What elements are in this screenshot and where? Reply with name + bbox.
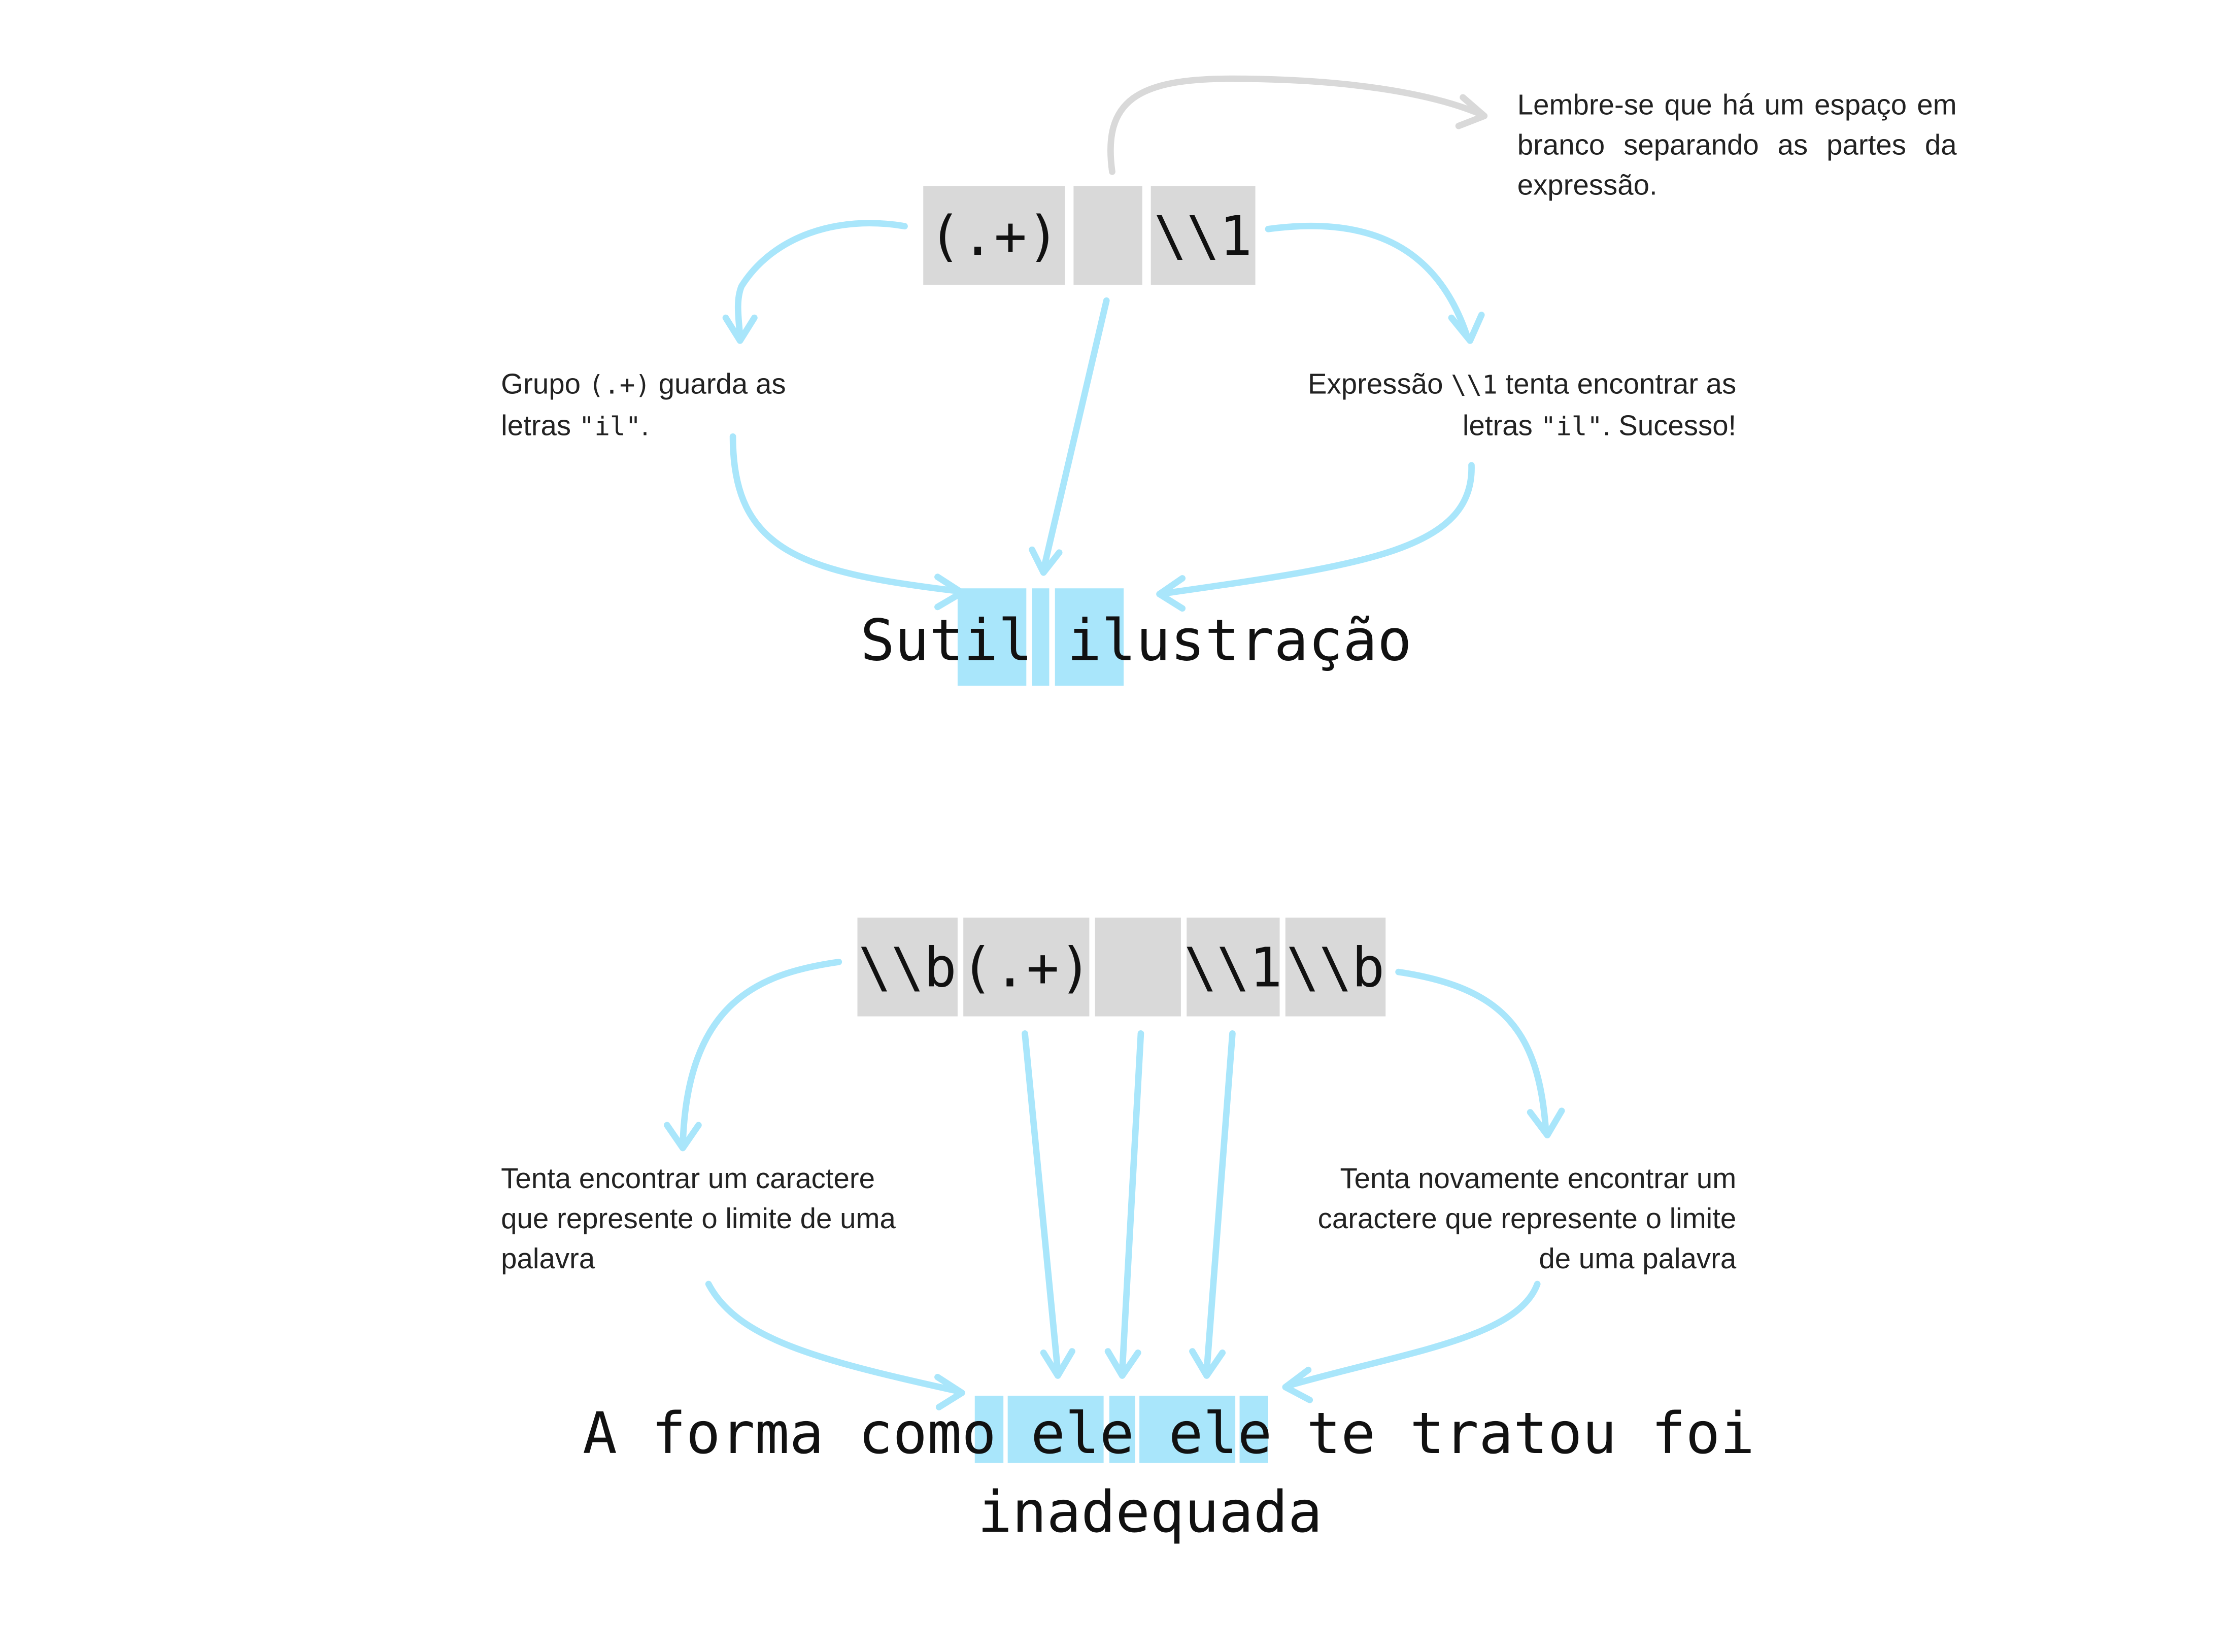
highlight-space-match — [1109, 1395, 1135, 1463]
arrow-group-note-to-sentence — [729, 433, 965, 611]
arrow-backref-to-sentence — [1189, 1030, 1236, 1379]
backref-note: Expressão \\1 tenta encontrar as letras … — [1288, 365, 1736, 448]
regex-boundary-box: \\b — [1285, 917, 1386, 1017]
boundary-note-right: Tenta novamente encontrar um caractere q… — [1317, 1164, 1737, 1276]
arrow-space-to-sentence — [1104, 1030, 1144, 1379]
arrow-space-to-sentence — [1029, 297, 1110, 576]
backref-note-text: . Sucesso! — [1602, 411, 1737, 443]
regex-backref-box: \\1 — [1151, 186, 1256, 285]
arrow-note-left-to-sentence — [705, 1280, 965, 1410]
regex-space-box — [1073, 186, 1142, 285]
example-sentence-bottom-line1: A forma como ele ele te tratou foi — [582, 1401, 1755, 1468]
example-sentence-top: Sutil ilustração — [860, 608, 1412, 675]
group-note-text: Grupo — [501, 369, 589, 401]
regex-group-box: (.+) — [961, 917, 1092, 1017]
group-note-code: "il" — [579, 412, 641, 443]
arrow-note-right-to-sentence — [1282, 1280, 1541, 1403]
backref-note-code: "il" — [1540, 412, 1603, 443]
regex-boundary-box: \\b — [857, 917, 958, 1017]
arrow-boundary-to-note-right — [1395, 968, 1565, 1139]
highlight-backref-match — [1055, 588, 1124, 686]
boundary-note-left: Tenta encontrar um caractere que represe… — [501, 1164, 896, 1276]
highlight-backref-match — [1139, 1395, 1236, 1463]
arrow-backref-note-to-sentence — [1156, 462, 1475, 612]
highlight-group-match — [957, 588, 1027, 686]
note-arrow — [1107, 75, 1488, 175]
whitespace-note: Lembre-se que há um espaço em branco sep… — [1517, 90, 1957, 202]
arrow-backref-to-note — [1265, 222, 1485, 344]
group-note-text: . — [641, 411, 649, 443]
arrow-boundary-to-note-left — [664, 959, 842, 1152]
highlight-boundary-match — [974, 1395, 1004, 1463]
arrow-group-to-note — [722, 220, 908, 344]
regex-group-box: (.+) — [923, 186, 1065, 285]
highlight-group-match — [1007, 1395, 1104, 1463]
regex-space-box — [1095, 917, 1181, 1017]
backref-note-text: Expressão — [1307, 369, 1451, 401]
group-note: Grupo (.+) guarda as letras "il". — [501, 365, 844, 448]
highlight-space-match — [1032, 588, 1050, 686]
highlight-boundary-match — [1239, 1395, 1268, 1463]
group-note-text: guarda as letras — [501, 369, 786, 443]
example-sentence-bottom-line2: inadequada — [977, 1480, 1323, 1546]
group-note-code: (.+) — [588, 370, 651, 401]
regex-backref-box: \\1 — [1184, 917, 1282, 1017]
backref-note-code: \\1 — [1451, 370, 1498, 401]
backref-note-text: tenta encontrar as letras — [1462, 369, 1737, 443]
arrow-group-to-sentence — [1022, 1030, 1075, 1379]
